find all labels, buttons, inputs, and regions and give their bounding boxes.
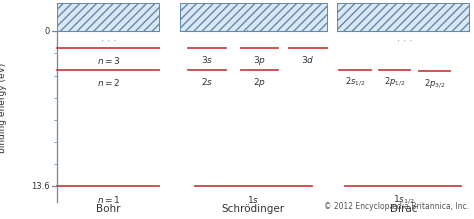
Text: $n = 1$: $n = 1$ — [97, 194, 120, 205]
Text: . . .: . . . — [397, 32, 412, 42]
Bar — [337, 3, 469, 31]
Text: $3p$: $3p$ — [253, 54, 266, 67]
Text: Dirac: Dirac — [391, 204, 418, 214]
Text: . . .: . . . — [101, 32, 116, 42]
Text: $2p$: $2p$ — [253, 76, 266, 89]
Text: binding energy (eV): binding energy (eV) — [0, 63, 7, 153]
Text: $3d$: $3d$ — [301, 54, 315, 65]
Text: $2p_{3/2}$: $2p_{3/2}$ — [424, 77, 445, 90]
Bar — [57, 3, 159, 31]
Text: Schrödinger: Schrödinger — [222, 204, 285, 214]
Bar — [180, 3, 327, 31]
Text: 13.6: 13.6 — [31, 182, 50, 191]
Text: $1s$: $1s$ — [247, 194, 259, 205]
Text: $n = 3$: $n = 3$ — [97, 55, 120, 66]
Text: $2s_{1/2}$: $2s_{1/2}$ — [345, 76, 365, 88]
Text: $2s$: $2s$ — [201, 76, 213, 87]
Text: $1s_{1/2}$: $1s_{1/2}$ — [393, 194, 415, 206]
Text: $n = 2$: $n = 2$ — [97, 77, 120, 88]
Text: Bohr: Bohr — [96, 204, 121, 214]
Text: . . .: . . . — [246, 23, 261, 33]
Text: © 2012 Encyclopædia Britannica, Inc.: © 2012 Encyclopædia Britannica, Inc. — [324, 202, 469, 211]
Text: $3s$: $3s$ — [201, 54, 213, 65]
Text: $2p_{1/2}$: $2p_{1/2}$ — [384, 76, 405, 88]
Text: 0: 0 — [45, 27, 50, 36]
